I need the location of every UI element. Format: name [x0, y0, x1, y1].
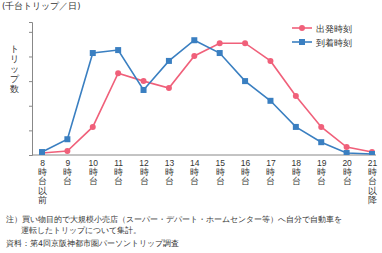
marker — [318, 139, 324, 145]
y-tick-mark — [29, 32, 32, 33]
marker — [191, 53, 197, 59]
marker — [39, 149, 45, 155]
x-tick: 11時台 — [114, 158, 123, 186]
x-tick-label: 9時台 — [63, 158, 72, 186]
legend-marker — [299, 39, 305, 45]
x-tick-label: 13時台 — [165, 158, 175, 186]
marker — [141, 78, 147, 84]
y-tick-mark — [29, 155, 32, 156]
x-axis-line — [32, 155, 376, 156]
x-tick: 8時台以前 — [38, 158, 47, 205]
chart: 8時台以前 9時台 10時台 11時台 12時台 13時台 14時台 15時台 16時台 17時台… — [0, 0, 382, 253]
marker — [318, 124, 324, 130]
y-axis — [29, 23, 33, 156]
legend-item: 到着時刻 — [292, 38, 352, 48]
x-tick: 19時台 — [317, 158, 327, 186]
x-tick-label: 17時台 — [266, 158, 276, 186]
marker — [267, 98, 273, 104]
x-tick-label: 12時台 — [139, 158, 149, 186]
x-tick: 16時台 — [241, 158, 251, 186]
y-tick — [29, 32, 32, 33]
marker — [64, 136, 70, 142]
x-axis: 8時台以前 9時台 10時台 11時台 12時台 13時台 14時台 15時台 16時台 17時台… — [32, 155, 377, 205]
marker — [344, 150, 350, 155]
x-tick: 10時台 — [89, 158, 99, 186]
x-tick: 13時台 — [165, 158, 175, 186]
y-axis-line — [29, 23, 33, 156]
y-tick-mark — [29, 81, 32, 82]
marker — [242, 40, 248, 46]
marker — [191, 37, 197, 43]
y-tick-mark — [29, 56, 32, 57]
legend-label: 到着時刻 — [316, 38, 352, 48]
marker — [39, 150, 45, 155]
marker — [293, 124, 299, 130]
legend-label: 出発時刻 — [316, 24, 352, 34]
y-tick-mark — [29, 106, 32, 107]
x-tick-label: 8時台以前 — [38, 158, 47, 205]
x-tick-label: 11時台 — [114, 158, 123, 186]
x-tick-label: 19時台 — [317, 158, 327, 186]
annotation: 運転したトリップについて集計。 — [21, 226, 141, 235]
marker — [242, 78, 248, 84]
x-tick-label: 14時台 — [190, 158, 200, 186]
marker — [115, 47, 121, 53]
x-tick-label: 18時台 — [292, 158, 302, 186]
y-tick — [29, 81, 32, 82]
marker — [267, 58, 273, 64]
legend: 出発時刻到着時刻 — [292, 24, 352, 48]
x-tick: 15時台 — [215, 158, 225, 186]
marker — [293, 93, 299, 99]
marker — [217, 40, 223, 46]
x-tick-label: 21時台以降 — [368, 158, 378, 205]
annotation: 注）買い物目的で大規模小売店（スーパー・デパート・ホームセンター等）へ自分で自動… — [6, 215, 342, 224]
marker — [369, 151, 375, 155]
y-tick — [29, 106, 32, 107]
x-tick-label: 20時台 — [342, 158, 352, 186]
x-tick: 9時台 — [63, 158, 72, 186]
marker — [64, 148, 70, 154]
y-tick — [29, 56, 32, 57]
marker — [344, 144, 350, 150]
marker — [217, 50, 223, 56]
series-line — [42, 40, 372, 154]
x-tick: 14時台 — [190, 158, 200, 186]
x-tick: 12時台 — [139, 158, 149, 186]
plot-area — [39, 37, 375, 155]
legend-item: 出発時刻 — [292, 24, 352, 34]
annotation: (千台トリップ／日) — [2, 1, 81, 11]
x-tick-label: 15時台 — [215, 158, 225, 186]
marker — [115, 70, 121, 76]
legend-marker — [299, 25, 305, 31]
x-tick-label: 16時台 — [241, 158, 251, 186]
y-tick — [29, 155, 32, 156]
marker — [166, 58, 172, 64]
y-tick-mark — [29, 130, 32, 131]
marker — [90, 50, 96, 56]
y-axis-title: トリップ数 — [10, 44, 20, 94]
x-tick: 17時台 — [266, 158, 276, 186]
marker — [166, 85, 172, 91]
x-tick-label: 10時台 — [89, 158, 99, 186]
marker — [141, 87, 147, 93]
marker — [90, 124, 96, 130]
y-tick — [29, 130, 32, 131]
x-tick: 18時台 — [292, 158, 302, 186]
x-tick: 21時台以降 — [368, 158, 378, 205]
x-tick: 20時台 — [342, 158, 352, 186]
annotation: 資料：第4回京阪神都市圏パーソントリップ調査 — [6, 239, 179, 248]
